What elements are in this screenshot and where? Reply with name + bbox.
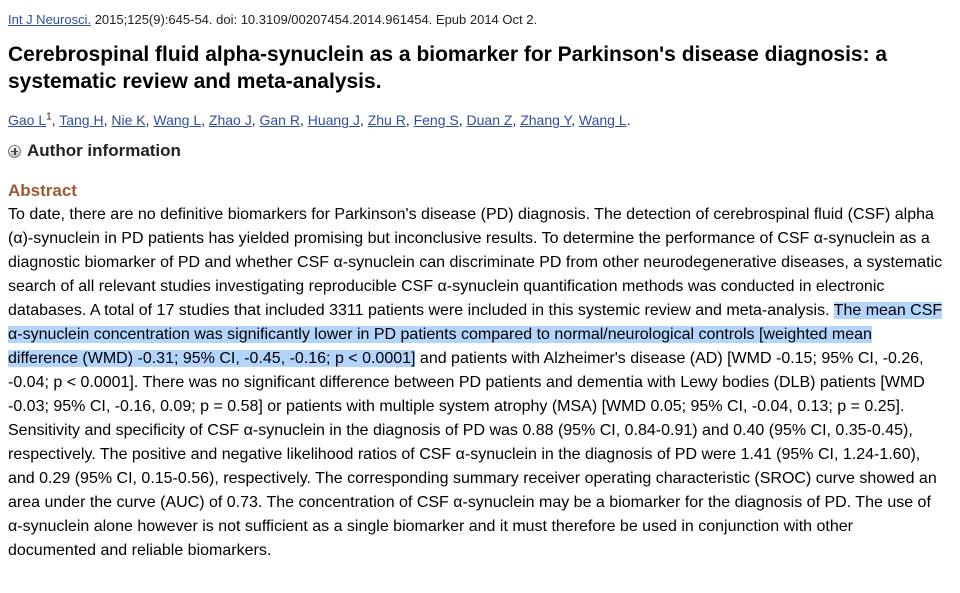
author-link[interactable]: Gao L xyxy=(8,112,47,128)
author-separator: , xyxy=(251,112,260,128)
author-separator: , xyxy=(299,112,308,128)
journal-link[interactable]: Int J Neurosci. xyxy=(8,12,92,27)
author-separator: , xyxy=(145,112,154,128)
author-link[interactable]: Zhao J xyxy=(208,112,252,128)
author-link[interactable]: Zhang Y xyxy=(520,112,572,128)
author-list: Gao L1, Tang H, Nie K, Wang L, Zhao J, G… xyxy=(8,111,948,129)
author-link[interactable]: Wang L xyxy=(578,112,627,128)
author-link[interactable]: Gan R xyxy=(259,112,300,128)
author-link[interactable]: Nie K xyxy=(111,112,146,128)
author-separator: , xyxy=(51,112,60,128)
author-information-label: Author information xyxy=(27,141,181,160)
abstract-heading: Abstract xyxy=(8,181,77,200)
author-link[interactable]: Zhu R xyxy=(367,112,406,128)
abstract-text: To date, there are no definitive biomark… xyxy=(8,203,943,563)
author-information-toggle[interactable]: Author information xyxy=(8,141,948,161)
affiliation-superscript: 1 xyxy=(46,111,52,123)
author-link[interactable]: Feng S xyxy=(413,112,459,128)
author-link[interactable]: Tang H xyxy=(59,112,104,128)
abstract-text-after: and patients with Alzheimer's disease (A… xyxy=(8,350,937,559)
article-title: Cerebrospinal fluid alpha-synuclein as a… xyxy=(8,43,888,93)
citation-details: 2015;125(9):645-54. doi: 10.3109/0020745… xyxy=(91,12,538,27)
author-separator: , xyxy=(359,112,368,128)
author-separator: , xyxy=(571,112,579,128)
author-separator: , xyxy=(103,112,112,128)
author-link[interactable]: Duan Z xyxy=(466,112,513,128)
citation-line: Int J Neurosci. 2015;125(9):645-54. doi:… xyxy=(8,12,948,28)
author-separator: . xyxy=(626,112,631,128)
author-separator: , xyxy=(512,112,521,128)
author-link[interactable]: Huang J xyxy=(307,112,360,128)
author-separator: , xyxy=(458,112,467,128)
author-link[interactable]: Wang L xyxy=(153,112,202,128)
author-separator: , xyxy=(201,112,209,128)
plus-circle-icon[interactable] xyxy=(8,144,21,158)
abstract-text-before: To date, there are no definitive biomark… xyxy=(8,206,943,319)
author-separator: , xyxy=(405,112,414,128)
